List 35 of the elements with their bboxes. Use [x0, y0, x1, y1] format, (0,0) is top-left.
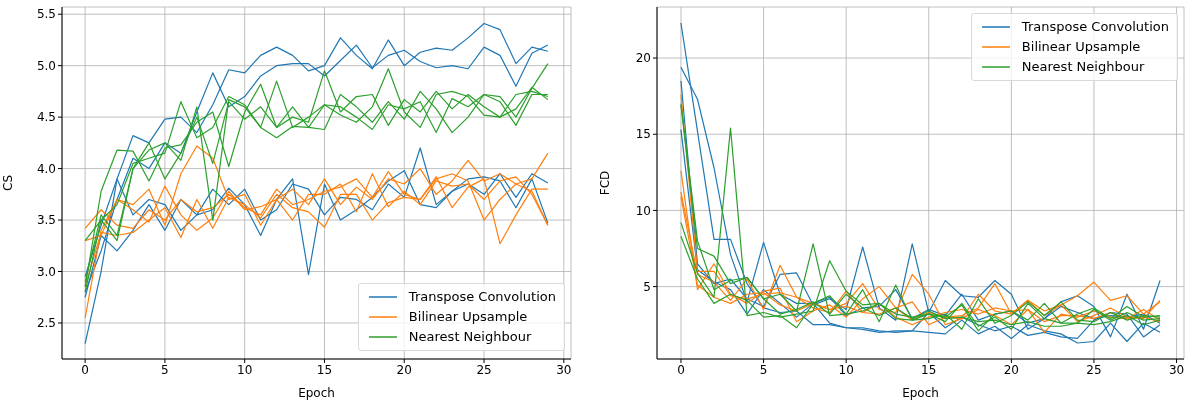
x-tick-label: 10 — [237, 362, 253, 377]
y-tick-label: 10 — [635, 203, 651, 218]
y-tick-label: 5.0 — [36, 58, 56, 73]
x-tick-label: 0 — [677, 362, 685, 377]
x-tick-label: 0 — [81, 362, 89, 377]
legend-label: Bilinear Upsample — [1021, 38, 1141, 56]
y-tick-label: 2.5 — [36, 316, 56, 331]
x-tick-label: 25 — [476, 362, 492, 377]
y-tick-label: 4.0 — [36, 161, 56, 176]
y-tick-label: 15 — [635, 127, 651, 142]
legend-label: Bilinear Upsample — [408, 308, 528, 326]
legend-label: Nearest Neighbour — [408, 328, 532, 346]
x-tick-label: 20 — [396, 362, 412, 377]
y-tick-label: 3.5 — [36, 213, 56, 228]
y-tick-label: 5 — [643, 279, 651, 294]
y-tick-label: 4.5 — [36, 110, 56, 125]
x-tick-label: 30 — [556, 362, 572, 377]
y-tick-label: 3.0 — [36, 264, 56, 279]
x-axis-title: Epoch — [298, 386, 335, 400]
y-axis-title: FCD — [598, 170, 613, 196]
x-tick-label: 5 — [161, 362, 169, 377]
x-tick-label: 25 — [1086, 362, 1102, 377]
x-tick-label: 30 — [1168, 362, 1185, 377]
y-tick-label: 5.5 — [36, 7, 56, 22]
x-tick-label: 15 — [316, 362, 333, 377]
x-tick-label: 20 — [1003, 362, 1019, 377]
y-axis-title: CS — [1, 175, 16, 191]
legend-label: Nearest Neighbour — [1021, 58, 1145, 76]
legend-label: Transpose Convolution — [408, 288, 556, 306]
x-tick-label: 15 — [921, 362, 937, 377]
x-axis-title: Epoch — [902, 386, 939, 400]
y-tick-label: 20 — [635, 51, 651, 66]
legend-label: Transpose Convolution — [1021, 18, 1169, 36]
x-tick-label: 5 — [759, 362, 768, 377]
x-tick-label: 10 — [838, 362, 854, 377]
